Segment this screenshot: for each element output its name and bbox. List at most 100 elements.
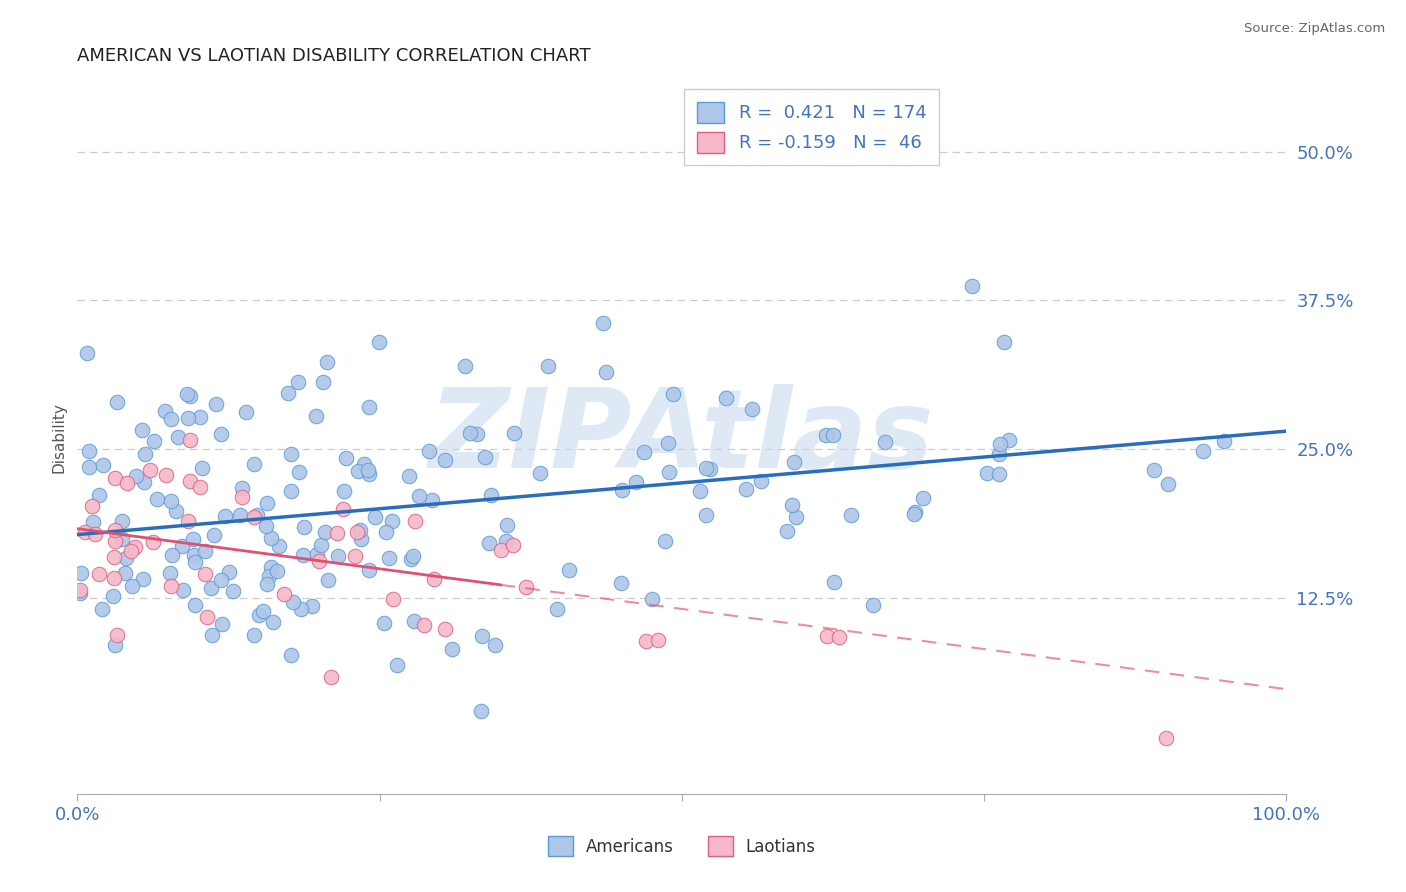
Point — [104, 471, 127, 485]
Point — [993, 334, 1015, 349]
Point — [815, 629, 838, 643]
Point — [314, 524, 336, 539]
Point — [325, 526, 347, 541]
Point — [103, 571, 125, 585]
Point — [440, 642, 463, 657]
Point — [359, 401, 381, 415]
Point — [103, 549, 125, 564]
Point — [142, 535, 165, 549]
Point — [181, 533, 204, 547]
Point — [741, 401, 763, 416]
Point — [101, 589, 124, 603]
Point — [246, 508, 269, 523]
Point — [179, 475, 201, 489]
Point — [1143, 463, 1166, 477]
Point — [176, 387, 198, 401]
Point — [454, 359, 477, 374]
Point — [332, 483, 354, 498]
Point — [316, 355, 339, 369]
Point — [839, 508, 862, 522]
Point — [326, 549, 349, 563]
Point — [114, 566, 136, 580]
Point — [172, 582, 194, 597]
Point — [689, 483, 711, 498]
Point — [335, 451, 357, 466]
Point — [783, 455, 806, 469]
Point — [218, 565, 240, 579]
Point — [714, 391, 737, 405]
Point — [458, 426, 481, 441]
Point — [479, 488, 502, 502]
Text: Source: ZipAtlas.com: Source: ZipAtlas.com — [1244, 22, 1385, 36]
Point — [214, 508, 236, 523]
Point — [103, 534, 125, 549]
Point — [422, 573, 444, 587]
Point — [280, 648, 302, 662]
Point — [69, 586, 91, 600]
Point — [404, 514, 426, 528]
Point — [408, 490, 430, 504]
Point — [292, 520, 315, 534]
Point — [1157, 477, 1180, 491]
Point — [641, 591, 664, 606]
Point — [398, 468, 420, 483]
Point — [120, 543, 142, 558]
Point — [987, 467, 1010, 481]
Point — [903, 507, 925, 521]
Point — [357, 463, 380, 477]
Point — [346, 524, 368, 539]
Point — [998, 433, 1021, 447]
Point — [104, 638, 127, 652]
Point — [658, 466, 681, 480]
Point — [489, 543, 512, 558]
Point — [202, 528, 225, 542]
Point — [259, 531, 281, 545]
Point — [125, 469, 148, 483]
Point — [252, 604, 274, 618]
Point — [132, 572, 155, 586]
Point — [209, 573, 232, 587]
Point — [290, 601, 312, 615]
Point — [988, 437, 1011, 451]
Point — [821, 428, 844, 442]
Point — [160, 579, 183, 593]
Point — [301, 599, 323, 613]
Point — [503, 426, 526, 441]
Point — [785, 510, 807, 524]
Point — [179, 433, 201, 447]
Point — [471, 629, 494, 643]
Text: ZIPAtlas: ZIPAtlas — [429, 384, 935, 491]
Point — [184, 599, 207, 613]
Point — [73, 524, 96, 539]
Point — [381, 592, 404, 607]
Point — [132, 475, 155, 489]
Point — [87, 566, 110, 581]
Point — [277, 385, 299, 400]
Point — [160, 411, 183, 425]
Point — [612, 483, 634, 498]
Point — [79, 460, 101, 475]
Point — [654, 533, 676, 548]
Point — [194, 543, 217, 558]
Point — [308, 554, 330, 568]
Point — [357, 563, 380, 577]
Point — [368, 334, 391, 349]
Point — [266, 564, 288, 578]
Point — [170, 539, 193, 553]
Point — [243, 457, 266, 471]
Point — [139, 463, 162, 477]
Point — [115, 476, 138, 491]
Point — [134, 446, 156, 460]
Point — [82, 515, 104, 529]
Point — [177, 514, 200, 528]
Legend: Americans, Laotians: Americans, Laotians — [540, 828, 824, 864]
Text: AMERICAN VS LAOTIAN DISABILITY CORRELATION CHART: AMERICAN VS LAOTIAN DISABILITY CORRELATI… — [77, 47, 591, 65]
Point — [269, 540, 291, 554]
Point — [256, 577, 278, 591]
Point — [316, 573, 339, 587]
Point — [183, 555, 205, 569]
Point — [814, 427, 837, 442]
Point — [91, 458, 114, 472]
Point — [188, 409, 211, 424]
Point — [502, 538, 524, 552]
